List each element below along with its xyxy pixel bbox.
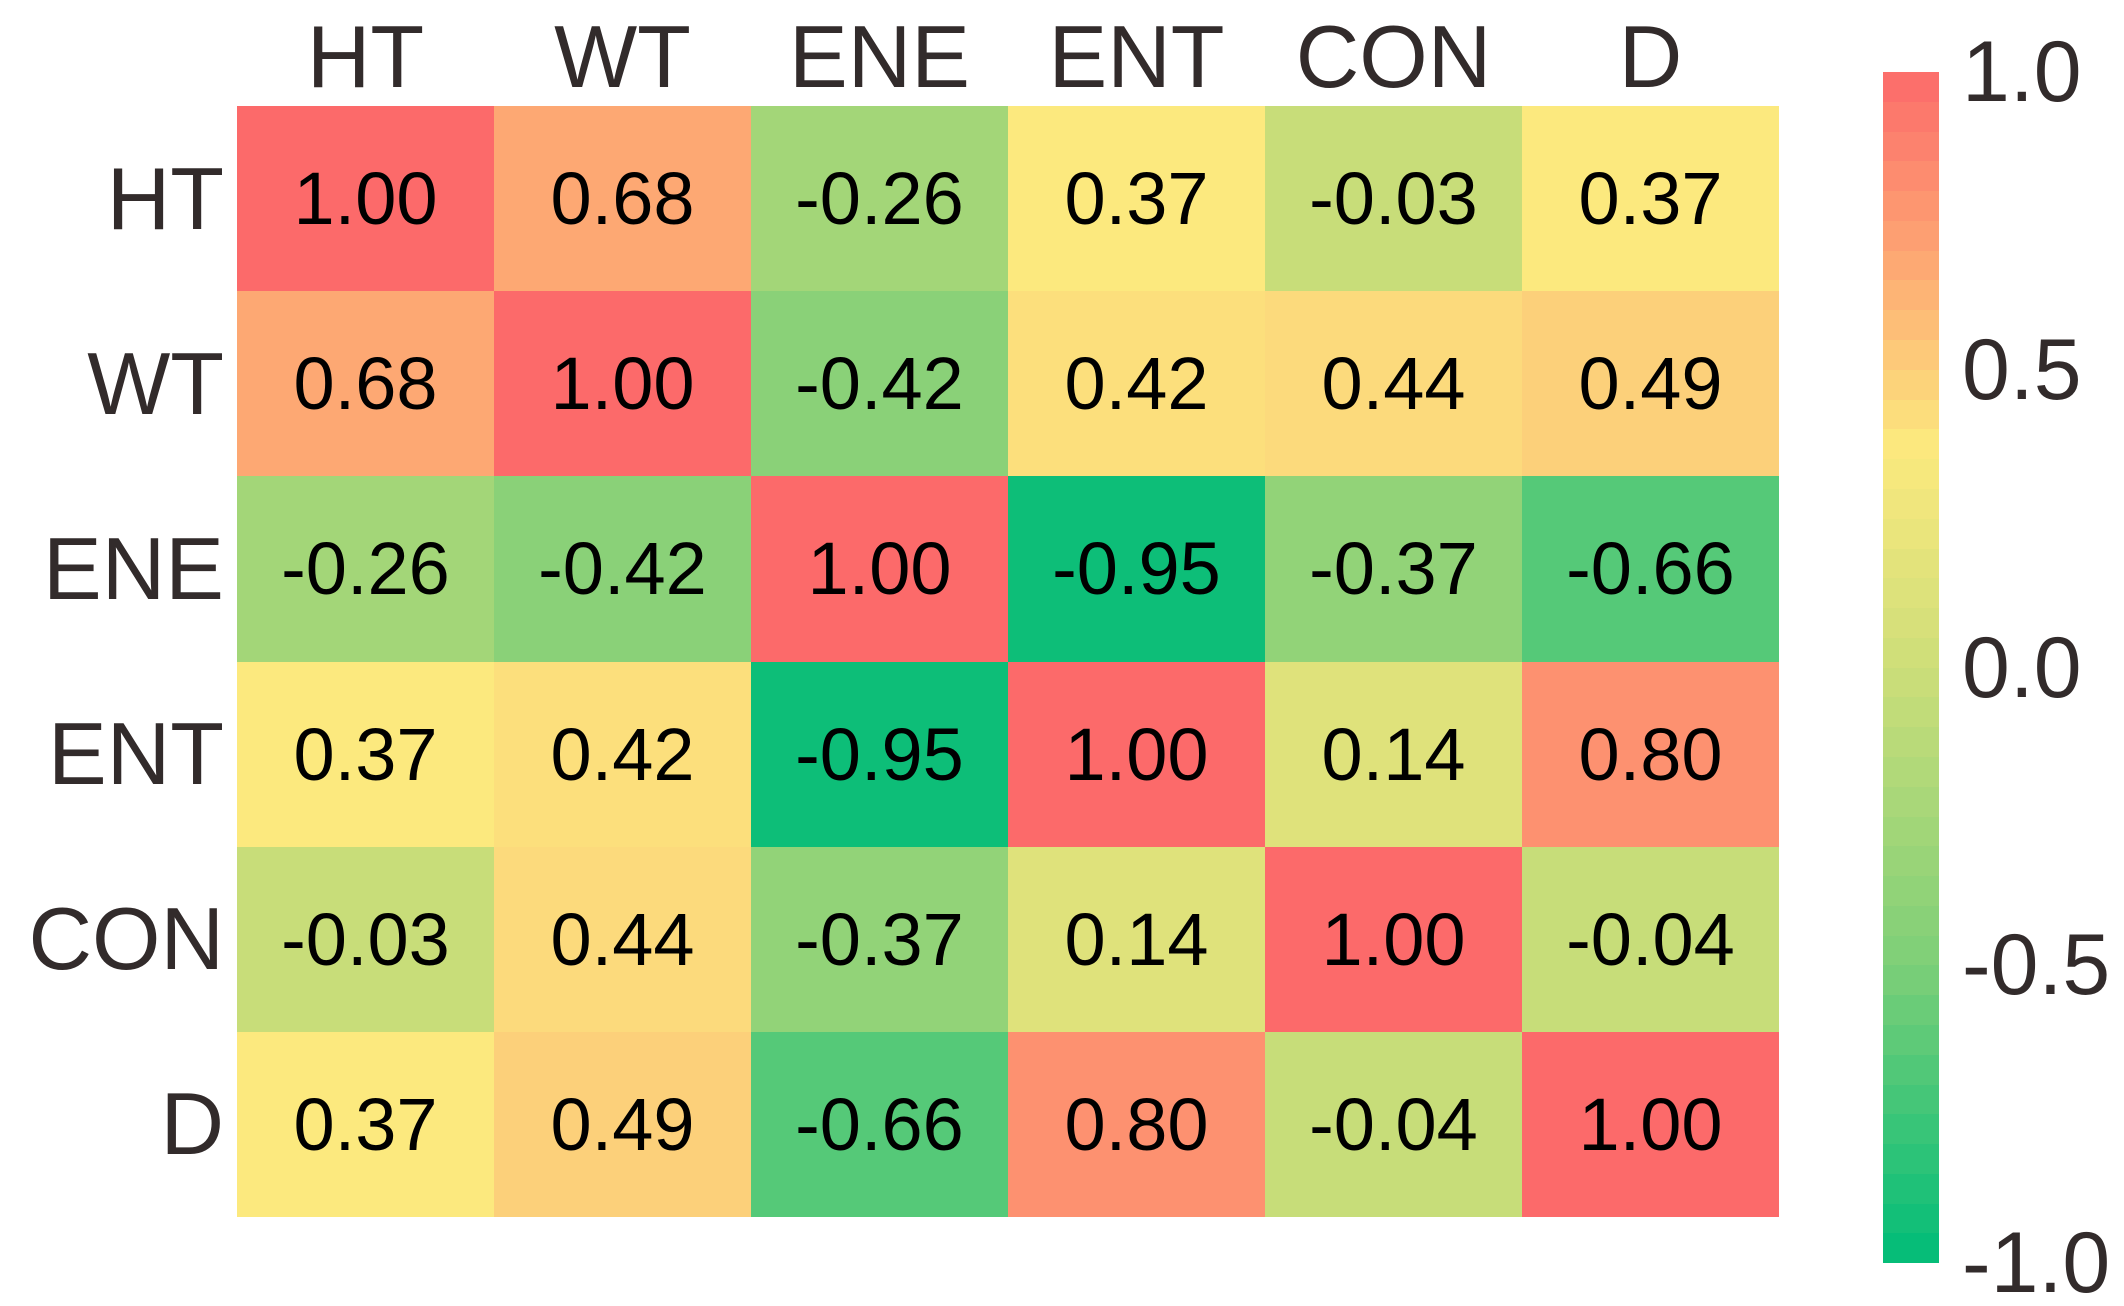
colorbar-band xyxy=(1883,310,1939,341)
row-label-con: CON xyxy=(28,889,224,989)
colorbar-band xyxy=(1883,727,1939,757)
colorbar-band xyxy=(1883,786,1939,817)
column-header-ene: ENE xyxy=(789,7,970,106)
heatmap-cell-ene-ene: 1.00 xyxy=(751,476,1008,662)
column-headers: HT WT ENE ENT CON D xyxy=(237,0,1779,106)
column-header-ent: ENT xyxy=(1048,7,1225,106)
heatmap-cell-d-d: 1.00 xyxy=(1522,1031,1779,1217)
colorbar-band xyxy=(1883,518,1939,549)
colorbar-tick-0.0: 0.0 xyxy=(1962,619,2082,716)
row-label-d: D xyxy=(160,1074,224,1174)
column-header-wt: WT xyxy=(554,7,691,106)
colorbar-tick-0.5: 0.5 xyxy=(1962,321,2082,418)
heatmap-cell-ent-ene: -0.95 xyxy=(751,661,1008,847)
colorbar-band xyxy=(1883,637,1939,668)
colorbar-band xyxy=(1883,578,1939,609)
colorbar-band xyxy=(1883,340,1939,370)
colorbar-band xyxy=(1883,101,1939,132)
colorbar-tick--1.0: -1.0 xyxy=(1962,1215,2111,1306)
heatmap-cell-ht-wt: 0.68 xyxy=(494,106,751,292)
heatmap-cell-wt-ene: -0.42 xyxy=(751,291,1008,477)
heatmap-cell-d-ent: 0.80 xyxy=(1008,1031,1265,1217)
heatmap-cell-ent-ent: 1.00 xyxy=(1008,661,1265,847)
colorbar-tick-1.0: 1.0 xyxy=(1962,24,2082,120)
colorbar-band xyxy=(1883,816,1939,847)
colorbar-band xyxy=(1883,72,1939,102)
colorbar-band xyxy=(1883,429,1939,460)
row-label-wt: WT xyxy=(87,333,224,433)
row-label-ht: HT xyxy=(106,148,224,248)
heatmap-cell-con-ht: -0.03 xyxy=(237,846,494,1032)
heatmap-cell-ht-con: -0.03 xyxy=(1265,106,1522,292)
colorbar-band xyxy=(1883,935,1939,966)
heatmap-cell-d-ht: 0.37 xyxy=(237,1031,494,1217)
colorbar-band xyxy=(1883,369,1939,400)
colorbar-band xyxy=(1883,697,1939,728)
column-header-con: CON xyxy=(1295,7,1492,106)
colorbar-band xyxy=(1883,1173,1939,1204)
heatmap-cell-ene-ent: -0.95 xyxy=(1008,476,1265,662)
heatmap-cell-ht-ent: 0.37 xyxy=(1008,106,1265,292)
colorbar-tick--0.5: -0.5 xyxy=(1962,917,2111,1014)
colorbar-band xyxy=(1883,220,1939,251)
colorbar-band xyxy=(1883,1233,1939,1264)
colorbar-band xyxy=(1883,1114,1939,1145)
colorbar xyxy=(1883,72,1939,1264)
row-label-ent: ENT xyxy=(48,704,224,804)
heatmap-cell-wt-ent: 0.42 xyxy=(1008,291,1265,477)
heatmap-cell-wt-ht: 0.68 xyxy=(237,291,494,477)
row-label-ene: ENE xyxy=(43,518,224,618)
colorbar-band xyxy=(1883,548,1939,579)
heatmap-cell-ht-d: 0.37 xyxy=(1522,106,1779,292)
colorbar-band xyxy=(1883,250,1939,281)
colorbar-band xyxy=(1883,161,1939,192)
heatmap-cell-ent-d: 0.80 xyxy=(1522,661,1779,847)
colorbar-band xyxy=(1883,965,1939,996)
colorbar-band xyxy=(1883,1084,1939,1115)
heatmap-cell-con-wt: 0.44 xyxy=(494,846,751,1032)
heatmap-cell-d-ene: -0.66 xyxy=(751,1031,1008,1217)
heatmap-cell-ht-ht: 1.00 xyxy=(237,106,494,292)
colorbar-band xyxy=(1883,995,1939,1025)
row-labels: HT WT ENE ENT CON D xyxy=(0,106,224,1217)
colorbar-band xyxy=(1883,399,1939,430)
colorbar-band xyxy=(1883,1025,1939,1055)
heatmap-cell-ene-wt: -0.42 xyxy=(494,476,751,662)
heatmap-cell-wt-con: 0.44 xyxy=(1265,291,1522,477)
colorbar-band xyxy=(1883,1144,1939,1174)
heatmap-cell-wt-d: 0.49 xyxy=(1522,291,1779,477)
heatmap-cell-con-ene: -0.37 xyxy=(751,846,1008,1032)
heatmap-cell-d-wt: 0.49 xyxy=(494,1031,751,1217)
heatmap-cell-d-con: -0.04 xyxy=(1265,1031,1522,1217)
colorbar-band xyxy=(1883,608,1939,638)
colorbar-band xyxy=(1883,280,1939,311)
colorbar-band xyxy=(1883,191,1939,221)
column-header-ht: HT xyxy=(306,7,425,106)
heatmap-cell-ent-con: 0.14 xyxy=(1265,661,1522,847)
colorbar-tick-labels: 1.0 0.5 0.0 -0.5 -1.0 xyxy=(1962,0,2124,1306)
heatmap-cell-ene-con: -0.37 xyxy=(1265,476,1522,662)
colorbar-band xyxy=(1883,876,1939,906)
heatmap-cell-ene-d: -0.66 xyxy=(1522,476,1779,662)
column-header-d: D xyxy=(1618,7,1683,106)
colorbar-band xyxy=(1883,1203,1939,1234)
colorbar-band xyxy=(1883,131,1939,162)
colorbar-band xyxy=(1883,459,1939,489)
heatmap-cell-ent-ht: 0.37 xyxy=(237,661,494,847)
heatmap-cell-wt-wt: 1.00 xyxy=(494,291,751,477)
heatmap-cell-ht-ene: -0.26 xyxy=(751,106,1008,292)
colorbar-band xyxy=(1883,667,1939,698)
heatmap-cell-con-d: -0.04 xyxy=(1522,846,1779,1032)
colorbar-band xyxy=(1883,756,1939,787)
colorbar-band xyxy=(1883,846,1939,877)
heatmap-cell-ent-wt: 0.42 xyxy=(494,661,751,847)
colorbar-band xyxy=(1883,1054,1939,1085)
heatmap-cell-con-con: 1.00 xyxy=(1265,846,1522,1032)
heatmap-grid: 1.00 0.68 -0.26 0.37 -0.03 0.37 0.68 1.00 -0.42 0… xyxy=(237,106,1779,1217)
heatmap-cell-con-ent: 0.14 xyxy=(1008,846,1265,1032)
heatmap-cell-ene-ht: -0.26 xyxy=(237,476,494,662)
colorbar-band xyxy=(1883,488,1939,519)
colorbar-band xyxy=(1883,905,1939,936)
